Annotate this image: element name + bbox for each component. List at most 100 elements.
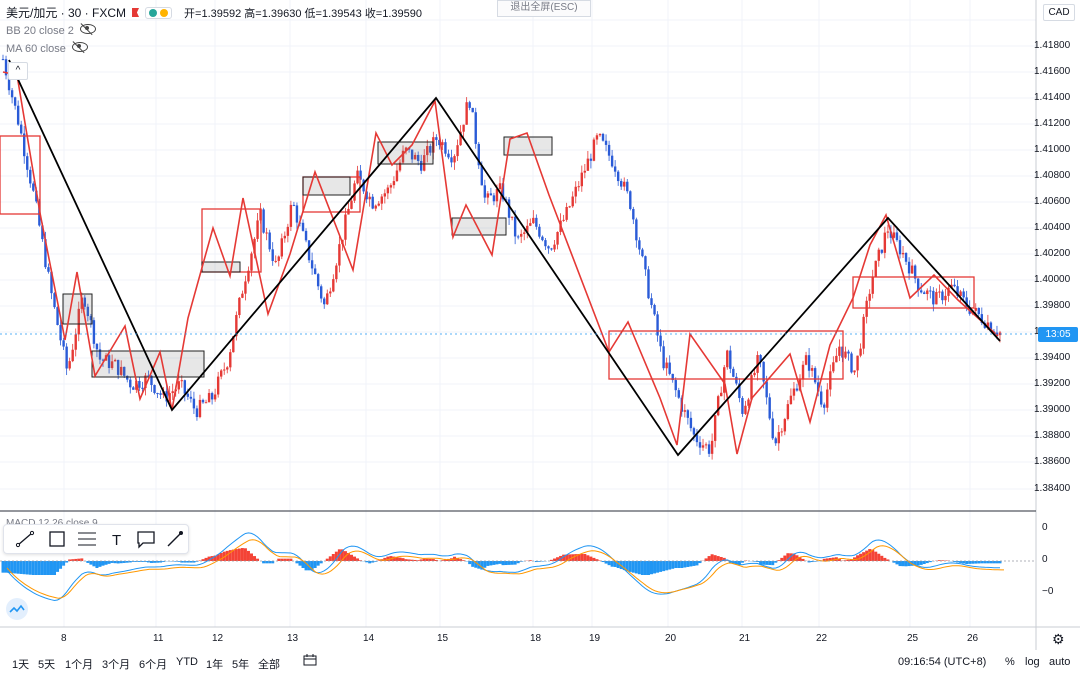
- macd-histogram-bar: [780, 557, 784, 561]
- trend-line-icon[interactable]: [14, 529, 36, 549]
- scale-option-percent[interactable]: %: [1005, 656, 1015, 668]
- candle-body: [765, 381, 768, 398]
- macd-histogram-bar: [707, 556, 711, 561]
- macd-histogram-bar: [71, 559, 75, 561]
- macd-histogram-bar: [919, 561, 923, 565]
- macd-histogram-bar: [856, 555, 860, 561]
- symbol-legend: 美元/加元 · 30 · FXCM 开=1.39592 高=1.39630 低=…: [6, 4, 422, 21]
- macd-histogram-bar: [507, 561, 511, 565]
- candle-body: [729, 350, 732, 369]
- macd-histogram-bar: [510, 561, 514, 565]
- candle-body: [98, 349, 102, 360]
- tradingview-logo-icon[interactable]: [6, 598, 28, 620]
- period-button[interactable]: 5年: [232, 659, 250, 671]
- indicator-label: MA 60 close: [6, 42, 66, 55]
- period-button[interactable]: 6个月: [139, 659, 168, 671]
- indicator-legend-bb[interactable]: BB 20 close 2: [6, 24, 96, 37]
- macd-histogram-bar: [80, 558, 84, 561]
- candle-body: [959, 291, 962, 296]
- symbol-label[interactable]: 美元/加元 · 30 · FXCM: [6, 6, 127, 20]
- macd-histogram-bar: [813, 561, 817, 562]
- macd-histogram-bar: [286, 558, 290, 561]
- callout-icon[interactable]: [135, 529, 157, 549]
- candle-body: [316, 274, 320, 287]
- period-button[interactable]: YTD: [176, 656, 198, 668]
- scroll-up-icon[interactable]: ^: [8, 62, 28, 80]
- period-button[interactable]: 5天: [38, 659, 56, 671]
- candle-body: [653, 304, 656, 315]
- macd-histogram-bar: [119, 561, 123, 564]
- scale-option-log[interactable]: log: [1025, 656, 1040, 668]
- time-tick-label: 22: [816, 633, 828, 644]
- macd-histogram-bar: [589, 556, 593, 561]
- candle-body: [804, 355, 808, 365]
- macd-histogram-bar: [928, 561, 932, 563]
- candle-body: [962, 291, 965, 298]
- zigzag-minor: [2, 71, 999, 455]
- candle-body: [207, 393, 211, 403]
- period-button[interactable]: 全部: [258, 659, 280, 671]
- time-tick-label: 11: [153, 633, 164, 644]
- macd-histogram-bar: [89, 561, 93, 565]
- parallel-channel-icon[interactable]: [76, 529, 98, 549]
- macd-histogram-bar: [401, 558, 405, 561]
- pattern-box: [608, 330, 844, 380]
- indicator-status-pill[interactable]: [145, 6, 173, 19]
- scale-option-auto[interactable]: auto: [1049, 656, 1071, 668]
- candle-body: [307, 240, 311, 261]
- macd-histogram-bar: [19, 561, 23, 574]
- macd-histogram-bar: [340, 549, 344, 561]
- macd-histogram-bar: [607, 561, 611, 566]
- brush-icon[interactable]: [164, 529, 186, 549]
- period-button[interactable]: 3个月: [102, 659, 131, 671]
- macd-histogram-bar: [143, 561, 147, 562]
- candle-body: [629, 191, 632, 209]
- macd-histogram-bar: [874, 551, 878, 561]
- candle-body: [789, 395, 793, 405]
- macd-histogram-bar: [471, 561, 475, 567]
- candle-body: [598, 133, 602, 136]
- macd-histogram-bar: [528, 560, 532, 561]
- rectangle-icon[interactable]: [46, 529, 68, 549]
- candle-body: [413, 154, 417, 160]
- text-tool-icon[interactable]: T: [107, 529, 129, 549]
- candle-body: [768, 397, 771, 419]
- macd-histogram-bar: [316, 561, 320, 566]
- macd-histogram-bar: [792, 553, 796, 561]
- macd-histogram-bar: [550, 559, 554, 561]
- period-button[interactable]: 1天: [12, 659, 30, 671]
- macd-histogram-bar: [177, 561, 181, 562]
- settings-gear-icon[interactable]: ⚙: [1052, 631, 1065, 647]
- period-button[interactable]: 1个月: [65, 659, 94, 671]
- candle-body: [862, 316, 865, 349]
- macd-histogram-bar: [207, 556, 211, 561]
- indicator-legend-ma[interactable]: MA 60 close: [6, 42, 88, 55]
- currency-label[interactable]: CAD: [1043, 4, 1075, 21]
- candle-body: [677, 390, 680, 398]
- macd-histogram-bar: [504, 561, 508, 566]
- calendar-icon[interactable]: [303, 654, 317, 666]
- clock-label[interactable]: 09:16:54 (UTC+8): [898, 656, 987, 668]
- candle-body: [753, 372, 756, 376]
- macd-histogram-bar: [865, 550, 869, 561]
- period-button[interactable]: 1年: [206, 659, 224, 671]
- ohlc-values: 开=1.39592 高=1.39630 低=1.39543 收=1.39590: [184, 7, 423, 20]
- candle-body: [535, 217, 538, 227]
- candle-body: [180, 380, 183, 382]
- hidden-eye-icon[interactable]: [79, 24, 96, 37]
- candle-body: [986, 322, 990, 328]
- macd-histogram-bar: [134, 561, 138, 562]
- candle-body: [77, 308, 80, 335]
- candle-body: [459, 131, 462, 146]
- hidden-eye-icon[interactable]: [71, 42, 88, 55]
- macd-histogram-bar: [886, 559, 890, 561]
- exit-fullscreen-button[interactable]: 退出全屏(ESC): [497, 0, 591, 17]
- candle-body: [844, 351, 847, 358]
- pattern-box: [0, 135, 41, 215]
- macd-histogram-bar: [553, 558, 557, 561]
- candle-body: [271, 249, 274, 261]
- candle-body: [447, 153, 450, 158]
- macd-histogram-bar: [822, 558, 826, 561]
- macd-histogram-bar: [901, 561, 905, 567]
